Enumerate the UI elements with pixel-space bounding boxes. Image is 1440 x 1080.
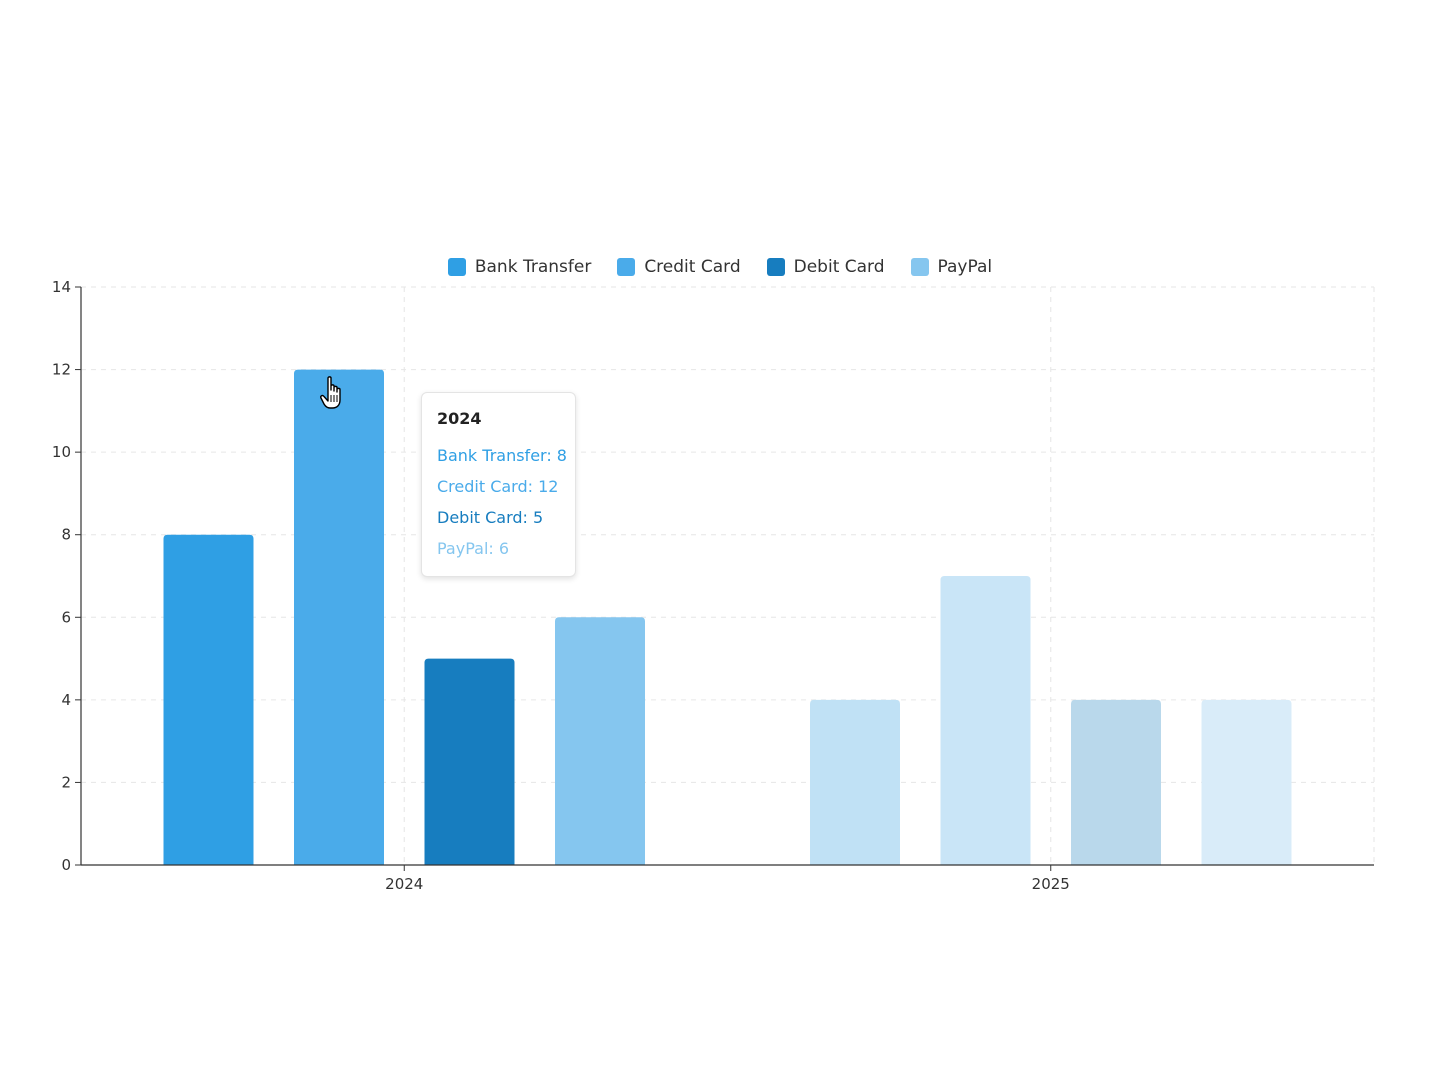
x-tick-label: 2025 [1032,875,1070,893]
legend-item-credit-card[interactable]: Credit Card [617,255,741,279]
tooltip-row-credit-card: Credit Card: 12 [437,477,559,496]
legend-label-debit-card: Debit Card [793,257,885,277]
legend-swatch-debit-card [766,258,785,276]
bar-credit-card-2024[interactable] [294,369,384,865]
hand-pointer-icon [320,376,341,409]
legend-swatch-credit-card [617,258,636,276]
bar-bank-transfer-2024[interactable] [163,534,254,865]
bar-debit-card-2024[interactable] [424,658,515,865]
y-tick-label: 10 [52,443,71,461]
legend-item-paypal[interactable]: PayPal [910,255,993,279]
y-tick-label: 0 [61,856,71,874]
bar-credit-card-2025[interactable] [940,576,1031,865]
tooltip: 2024 Bank Transfer: 8 Credit Card: 12 De… [421,392,576,577]
y-tick-label: 8 [61,526,71,544]
y-tick-label: 12 [52,361,71,379]
tooltip-title: 2024 [437,409,482,428]
tooltip-row-paypal: PayPal: 6 [437,539,510,558]
tooltip-row-bank-transfer: Bank Transfer: 8 [437,446,567,465]
legend-item-bank-transfer[interactable]: Bank Transfer [447,255,592,279]
y-tick-label: 6 [61,608,71,626]
chart-legend: Bank Transfer Credit Card Debit Card Pay… [0,255,1440,279]
bar-bank-transfer-2025[interactable] [810,699,900,865]
x-tick-label: 2024 [385,875,423,893]
legend-label-bank-transfer: Bank Transfer [474,257,592,277]
legend-swatch-paypal [910,258,929,276]
bar-paypal-2025[interactable] [1201,699,1292,865]
bar-paypal-2024[interactable] [555,617,645,865]
y-tick-label: 4 [61,691,71,709]
legend-label-credit-card: Credit Card [644,257,741,277]
legend-item-debit-card[interactable]: Debit Card [766,255,885,279]
bar-debit-card-2025[interactable] [1071,699,1161,865]
y-tick-label: 2 [61,773,71,791]
legend-swatch-bank-transfer [447,258,466,276]
legend-label-paypal: PayPal [937,257,993,277]
tooltip-row-debit-card: Debit Card: 5 [437,508,544,527]
y-tick-label: 14 [52,278,71,296]
